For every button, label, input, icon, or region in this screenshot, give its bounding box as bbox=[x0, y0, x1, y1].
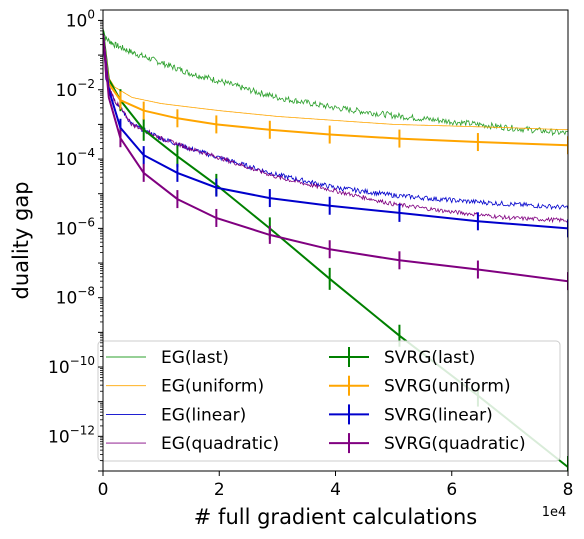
y-tick-label: 10−6 bbox=[56, 215, 95, 239]
legend-label: SVRG(linear) bbox=[384, 405, 493, 425]
series-line-eg-linear bbox=[103, 38, 568, 211]
y-tick-label: 10−10 bbox=[48, 354, 95, 378]
series-line-eg-last bbox=[103, 28, 568, 137]
legend-label: EG(linear) bbox=[161, 405, 246, 425]
legend: EG(last) EG(uniform) EG(linear) EG(quadrati… bbox=[97, 340, 561, 462]
legend-item: EG(uniform) bbox=[106, 377, 264, 397]
series-line-eg-uniform bbox=[103, 38, 568, 131]
series-line-svrg-linear bbox=[103, 34, 568, 230]
legend-item: EG(quadratic) bbox=[106, 434, 279, 454]
y-tick-label: 10−8 bbox=[56, 285, 95, 309]
x-tick-label: 0 bbox=[98, 480, 109, 500]
legend-label: SVRG(uniform) bbox=[384, 377, 511, 397]
x-tick-label: 6 bbox=[446, 480, 457, 500]
axis-ticks: 0 2 4 6 8 100 10−2 10−4 10−6 10−8 10−10 10−12 bbox=[48, 7, 573, 500]
legend-item: SVRG(linear) bbox=[329, 404, 493, 425]
legend-label: EG(last) bbox=[161, 348, 229, 368]
legend-item: SVRG(quadratic) bbox=[329, 433, 526, 454]
y-tick-label: 10−2 bbox=[56, 77, 95, 101]
y-axis-label: duality gap bbox=[9, 181, 33, 299]
legend-label: SVRG(quadratic) bbox=[384, 434, 526, 454]
legend-item: EG(linear) bbox=[106, 405, 246, 425]
x-axis-scale-label: 1e4 bbox=[542, 505, 567, 520]
x-axis-label: # full gradient calculations bbox=[194, 505, 477, 529]
x-tick-label: 2 bbox=[214, 480, 225, 500]
legend-label: EG(quadratic) bbox=[161, 434, 279, 454]
x-tick-label: 8 bbox=[563, 480, 574, 500]
legend-box bbox=[97, 340, 561, 462]
y-tick-label: 10−12 bbox=[48, 423, 95, 447]
y-tick-label: 100 bbox=[66, 7, 95, 31]
series-line-svrg-quadratic bbox=[103, 34, 568, 283]
legend-item: EG(last) bbox=[106, 348, 229, 368]
y-tick-label: 10−4 bbox=[56, 146, 95, 170]
legend-item: SVRG(uniform) bbox=[329, 375, 511, 397]
legend-label: SVRG(last) bbox=[384, 348, 475, 368]
legend-label: EG(uniform) bbox=[161, 377, 264, 397]
series-line-svrg-uniform bbox=[103, 34, 568, 147]
x-tick-label: 4 bbox=[330, 480, 341, 500]
legend-item: SVRG(last) bbox=[329, 347, 475, 368]
series-line-eg-quadratic bbox=[103, 38, 568, 224]
